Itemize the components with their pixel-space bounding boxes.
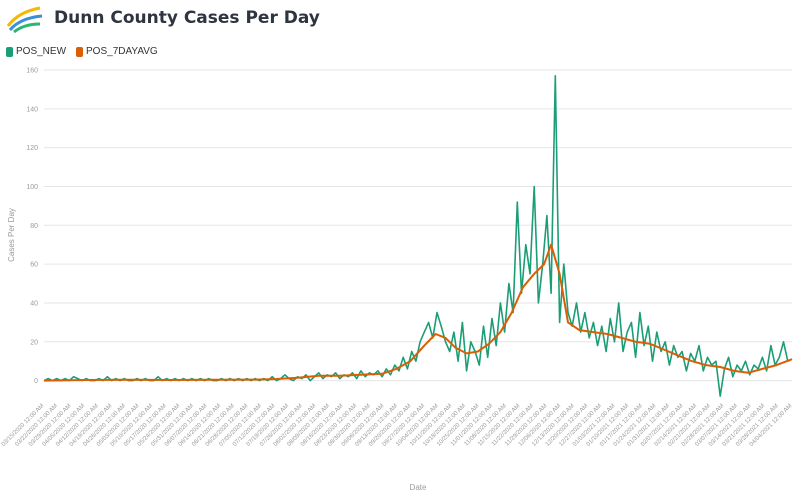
y-tick-label: 80 [30, 223, 38, 230]
page-title: Dunn County Cases Per Day [54, 8, 320, 28]
x-axis-title: Date [410, 483, 427, 492]
legend-item-pos-7dayavg[interactable]: POS_7DAYAVG [76, 46, 158, 57]
y-tick-label: 40 [30, 300, 38, 307]
y-tick-label: 20 [30, 339, 38, 346]
y-axis-title: Cases Per Day [7, 208, 16, 262]
y-tick-label: 0 [34, 378, 38, 385]
y-tick-label: 60 [30, 262, 38, 269]
y-tick-label: 140 [26, 106, 38, 113]
y-tick-label: 160 [26, 68, 38, 75]
series-line-pos-new [43, 75, 793, 397]
y-tick-label: 120 [26, 145, 38, 152]
legend-label-pos-7dayavg: POS_7DAYAVG [86, 46, 158, 57]
legend-swatch-pos-7dayavg [76, 46, 84, 57]
chart-legend: POS_NEW POS_7DAYAVG [6, 46, 158, 57]
legend-swatch-pos-new [6, 46, 13, 57]
y-tick-label: 100 [26, 184, 38, 191]
series-line-pos-7dayavg [43, 243, 793, 382]
chart-header: Dunn County Cases Per Day [0, 0, 800, 40]
legend-label-pos-new: POS_NEW [16, 46, 67, 57]
county-logo-icon [6, 6, 43, 34]
legend-item-pos-new[interactable]: POS_NEW [6, 46, 66, 57]
